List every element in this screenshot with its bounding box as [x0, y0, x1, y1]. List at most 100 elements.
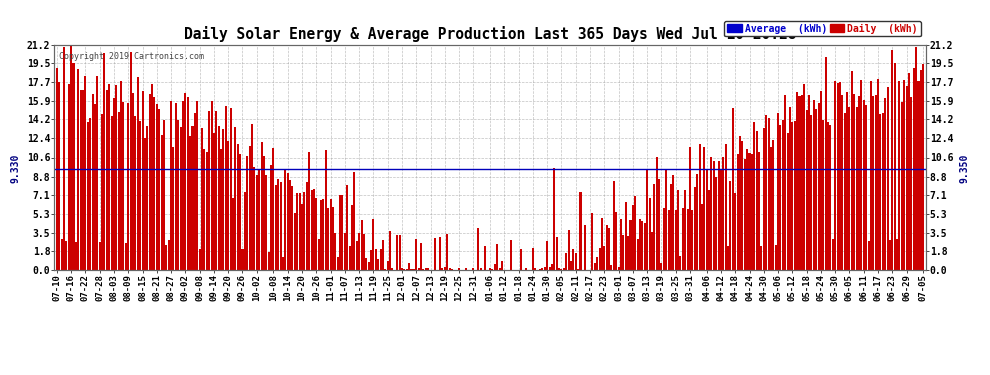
Bar — [403, 269, 405, 270]
Bar — [662, 208, 665, 270]
Bar — [332, 207, 334, 270]
Bar — [406, 269, 408, 270]
Bar — [115, 85, 118, 270]
Bar — [743, 159, 745, 270]
Bar — [279, 182, 281, 270]
Bar — [555, 237, 557, 270]
Bar — [548, 267, 550, 270]
Bar — [130, 52, 132, 270]
Bar — [899, 81, 901, 270]
Bar — [346, 185, 348, 270]
Bar — [706, 170, 708, 270]
Bar — [240, 154, 242, 270]
Bar — [913, 68, 915, 270]
Bar — [70, 46, 72, 270]
Bar — [355, 241, 357, 270]
Bar — [813, 100, 815, 270]
Bar — [867, 241, 869, 270]
Bar — [753, 122, 755, 270]
Bar — [194, 113, 196, 270]
Bar — [289, 180, 291, 270]
Bar — [782, 120, 784, 270]
Bar — [808, 95, 810, 270]
Bar — [758, 152, 760, 270]
Bar — [96, 76, 98, 270]
Bar — [872, 96, 874, 270]
Bar — [218, 126, 220, 270]
Bar — [320, 200, 322, 270]
Bar — [94, 104, 96, 270]
Bar — [363, 234, 365, 270]
Bar — [730, 181, 732, 270]
Bar — [251, 123, 253, 270]
Bar — [787, 133, 789, 270]
Bar — [415, 239, 417, 270]
Bar — [915, 46, 917, 270]
Bar — [723, 157, 725, 270]
Bar — [418, 268, 420, 270]
Bar — [351, 205, 353, 270]
Bar — [689, 147, 691, 270]
Bar — [770, 147, 772, 270]
Bar — [287, 172, 289, 270]
Bar — [908, 73, 910, 270]
Bar — [784, 94, 786, 270]
Bar — [565, 253, 567, 270]
Bar — [535, 268, 537, 270]
Bar — [660, 263, 662, 270]
Bar — [479, 268, 481, 270]
Bar — [379, 249, 381, 270]
Bar — [848, 106, 850, 270]
Bar — [801, 96, 803, 270]
Bar — [811, 115, 813, 270]
Bar — [399, 235, 401, 270]
Bar — [827, 122, 829, 270]
Bar — [387, 261, 389, 270]
Bar — [184, 93, 186, 270]
Bar — [451, 269, 453, 270]
Bar — [791, 122, 793, 270]
Bar — [370, 250, 372, 270]
Bar — [630, 220, 632, 270]
Bar — [442, 268, 444, 270]
Bar — [563, 268, 565, 270]
Bar — [682, 207, 684, 270]
Bar — [648, 198, 650, 270]
Bar — [58, 82, 60, 270]
Bar — [842, 95, 843, 270]
Bar — [244, 192, 246, 270]
Title: Daily Solar Energy & Average Production Last 365 Days Wed Jul 10 20:28: Daily Solar Energy & Average Production … — [184, 27, 796, 42]
Bar — [532, 248, 534, 270]
Text: 9.330: 9.330 — [11, 154, 21, 183]
Bar — [687, 209, 689, 270]
Bar — [191, 126, 193, 270]
Bar — [567, 230, 569, 270]
Bar — [142, 91, 144, 270]
Bar — [477, 228, 479, 270]
Bar — [653, 184, 655, 270]
Bar — [330, 199, 332, 270]
Bar — [779, 125, 781, 270]
Bar — [599, 248, 601, 270]
Bar — [544, 267, 545, 270]
Bar — [265, 176, 267, 270]
Bar — [101, 114, 103, 270]
Bar — [579, 192, 581, 270]
Bar — [253, 167, 255, 270]
Bar — [247, 156, 248, 270]
Bar — [389, 231, 391, 270]
Bar — [337, 257, 339, 270]
Bar — [843, 113, 845, 270]
Bar — [275, 185, 277, 270]
Bar — [750, 154, 753, 270]
Bar — [144, 138, 146, 270]
Bar — [242, 249, 244, 270]
Bar — [303, 192, 305, 270]
Bar — [125, 243, 127, 270]
Bar — [679, 256, 681, 270]
Bar — [348, 246, 350, 270]
Bar — [439, 237, 442, 270]
Bar — [448, 268, 450, 270]
Bar — [658, 179, 660, 270]
Bar — [874, 95, 877, 270]
